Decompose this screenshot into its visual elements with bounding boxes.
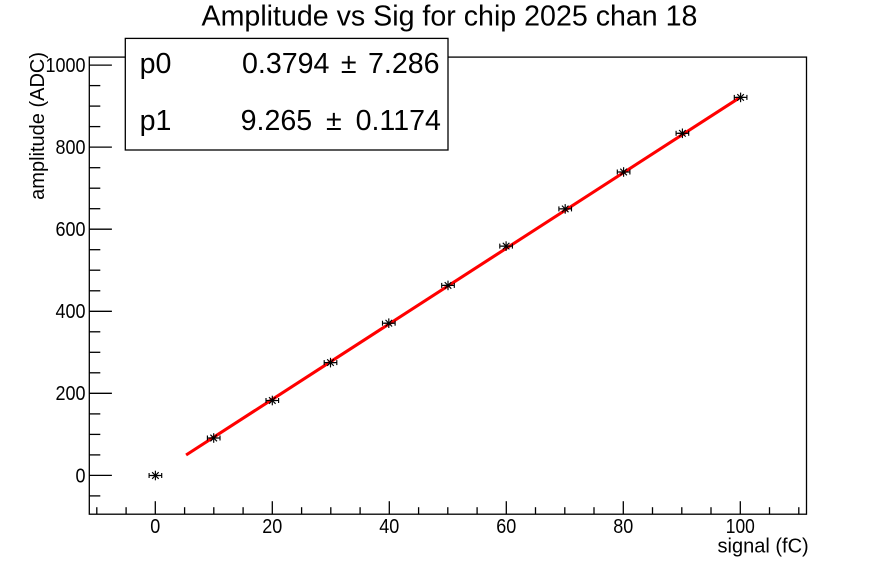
- svg-text:9.265 ± 0.1174: 9.265 ± 0.1174: [241, 105, 441, 137]
- svg-text:600: 600: [56, 219, 86, 241]
- svg-text:0: 0: [76, 465, 86, 487]
- svg-text:80: 80: [613, 516, 633, 538]
- svg-text:1000: 1000: [46, 55, 86, 77]
- svg-text:p1: p1: [140, 105, 172, 137]
- svg-text:40: 40: [379, 516, 399, 538]
- svg-text:800: 800: [56, 137, 86, 159]
- svg-text:60: 60: [496, 516, 516, 538]
- svg-text:100: 100: [726, 516, 755, 538]
- svg-text:0.3794 ± 7.286: 0.3794 ± 7.286: [242, 48, 440, 80]
- svg-text:0: 0: [150, 516, 160, 538]
- svg-text:400: 400: [56, 301, 86, 323]
- svg-text:amplitude (ADC): amplitude (ADC): [27, 52, 49, 200]
- svg-text:20: 20: [262, 516, 282, 538]
- svg-text:200: 200: [56, 383, 86, 405]
- svg-text:Amplitude vs Sig for chip 2025: Amplitude vs Sig for chip 2025 chan 18: [202, 0, 698, 32]
- svg-text:p0: p0: [140, 48, 172, 80]
- svg-text:signal (fC): signal (fC): [718, 536, 809, 558]
